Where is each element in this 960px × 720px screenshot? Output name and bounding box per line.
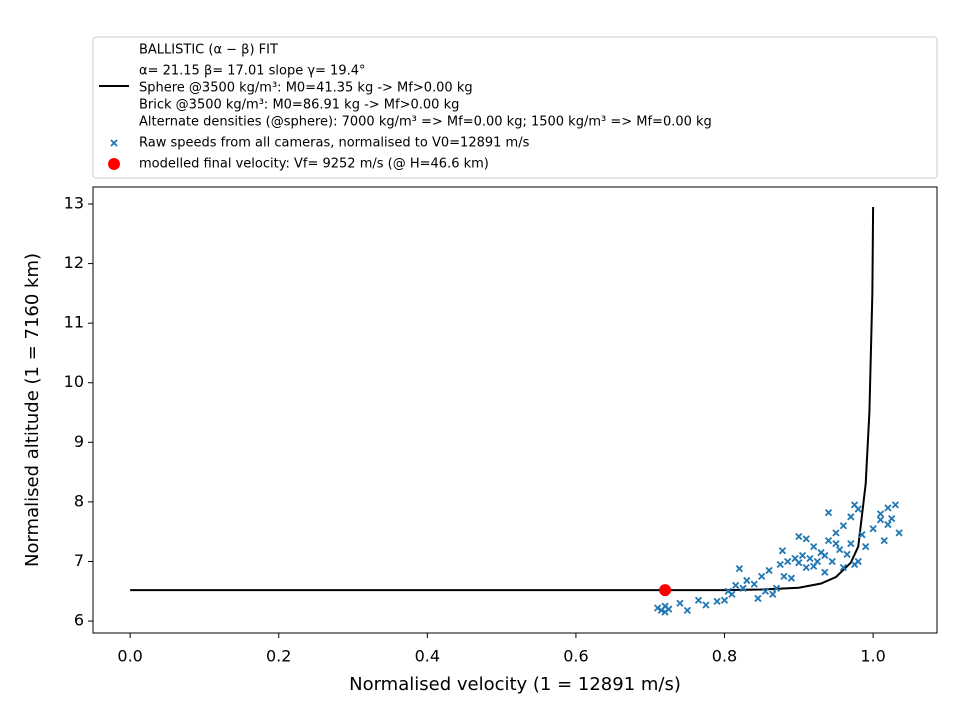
data-point bbox=[683, 606, 692, 614]
data-point bbox=[824, 509, 833, 517]
data-point bbox=[832, 529, 840, 537]
data-point bbox=[776, 560, 784, 569]
data-point bbox=[798, 551, 807, 560]
y-tick-label: 10 bbox=[64, 372, 84, 391]
data-point bbox=[847, 539, 855, 548]
data-point bbox=[884, 504, 892, 512]
y-tick-label: 13 bbox=[64, 193, 84, 212]
x-axis-label: Normalised velocity (1 = 12891 m/s) bbox=[349, 674, 681, 695]
data-point bbox=[761, 587, 770, 595]
data-point bbox=[884, 520, 892, 529]
data-point bbox=[824, 537, 833, 545]
plot-frame bbox=[92, 186, 938, 634]
data-point bbox=[778, 547, 787, 555]
data-point bbox=[795, 559, 803, 567]
final-velocity-point bbox=[659, 584, 672, 597]
y-tick-label: 12 bbox=[64, 253, 84, 272]
legend-label: Sphere @3500 kg/m³: M0=41.35 kg -> Mf>0.… bbox=[139, 81, 473, 96]
y-tick-label: 9 bbox=[74, 432, 84, 451]
y-axis-label: Normalised altitude (1 = 7160 km) bbox=[22, 253, 43, 567]
data-point bbox=[810, 542, 818, 551]
data-point bbox=[713, 597, 721, 606]
y-tick-label: 11 bbox=[64, 313, 84, 332]
data-point bbox=[876, 510, 885, 518]
x-tick-label: 0.2 bbox=[266, 647, 291, 666]
data-point bbox=[750, 580, 758, 588]
data-point bbox=[754, 594, 762, 603]
legend-label: BALLISTIC (α − β) FIT bbox=[139, 43, 278, 58]
data-point bbox=[739, 584, 747, 592]
y-tick-label: 8 bbox=[74, 491, 84, 510]
data-point bbox=[802, 535, 810, 543]
legend-label: modelled final velocity: Vf= 9252 m/s (@… bbox=[139, 157, 489, 172]
legend-label: Alternate densities (@sphere): 7000 kg/m… bbox=[139, 115, 712, 130]
data-point bbox=[854, 505, 862, 513]
data-point bbox=[787, 574, 796, 582]
data-point bbox=[769, 590, 777, 598]
x-tick-label: 0.0 bbox=[117, 647, 142, 666]
legend-label: α= 21.15 β= 17.01 slope γ= 19.4° bbox=[139, 64, 366, 79]
legend-handle bbox=[108, 158, 120, 170]
data-point bbox=[888, 514, 896, 523]
data-point bbox=[895, 529, 903, 537]
data-point bbox=[676, 599, 684, 607]
data-point bbox=[828, 557, 836, 566]
x-tick-label: 0.4 bbox=[415, 647, 440, 666]
x-tick-label: 1.0 bbox=[860, 647, 885, 666]
fit-curve bbox=[130, 206, 875, 592]
data-point bbox=[694, 596, 703, 604]
data-point bbox=[876, 516, 885, 524]
data-point bbox=[702, 601, 710, 609]
data-point bbox=[720, 596, 729, 604]
data-point bbox=[832, 539, 840, 548]
data-point bbox=[743, 576, 751, 585]
data-point bbox=[784, 557, 792, 566]
data-point bbox=[780, 572, 788, 581]
data-point bbox=[758, 572, 766, 581]
data-point bbox=[839, 563, 848, 572]
x-tick-label: 0.8 bbox=[712, 647, 737, 666]
legend-box bbox=[92, 36, 938, 179]
data-point bbox=[880, 537, 888, 545]
data-point bbox=[813, 557, 822, 566]
data-point bbox=[665, 605, 673, 613]
data-point bbox=[891, 501, 900, 509]
data-point bbox=[795, 532, 803, 541]
data-point bbox=[836, 545, 844, 554]
data-point bbox=[802, 563, 810, 572]
data-point bbox=[806, 554, 814, 563]
legend-label: Raw speeds from all cameras, normalised … bbox=[139, 136, 530, 151]
y-tick-label: 6 bbox=[74, 611, 84, 630]
data-point bbox=[728, 590, 736, 598]
legend-handle bbox=[110, 139, 118, 147]
data-point bbox=[765, 566, 773, 575]
data-point bbox=[732, 581, 740, 589]
data-point bbox=[772, 584, 781, 592]
data-point bbox=[858, 531, 866, 539]
y-tick-label: 7 bbox=[74, 551, 84, 570]
x-tick-label: 0.6 bbox=[563, 647, 588, 666]
data-point bbox=[821, 568, 829, 576]
data-point bbox=[862, 542, 870, 551]
data-point bbox=[821, 551, 829, 560]
data-point bbox=[854, 557, 862, 566]
data-point bbox=[654, 604, 662, 612]
legend-label: Brick @3500 kg/m³: M0=86.91 kg -> Mf>0.0… bbox=[139, 98, 459, 113]
data-point bbox=[735, 565, 744, 573]
data-point bbox=[869, 525, 877, 533]
data-point bbox=[843, 550, 851, 558]
data-point bbox=[839, 522, 848, 530]
data-point bbox=[847, 513, 855, 521]
